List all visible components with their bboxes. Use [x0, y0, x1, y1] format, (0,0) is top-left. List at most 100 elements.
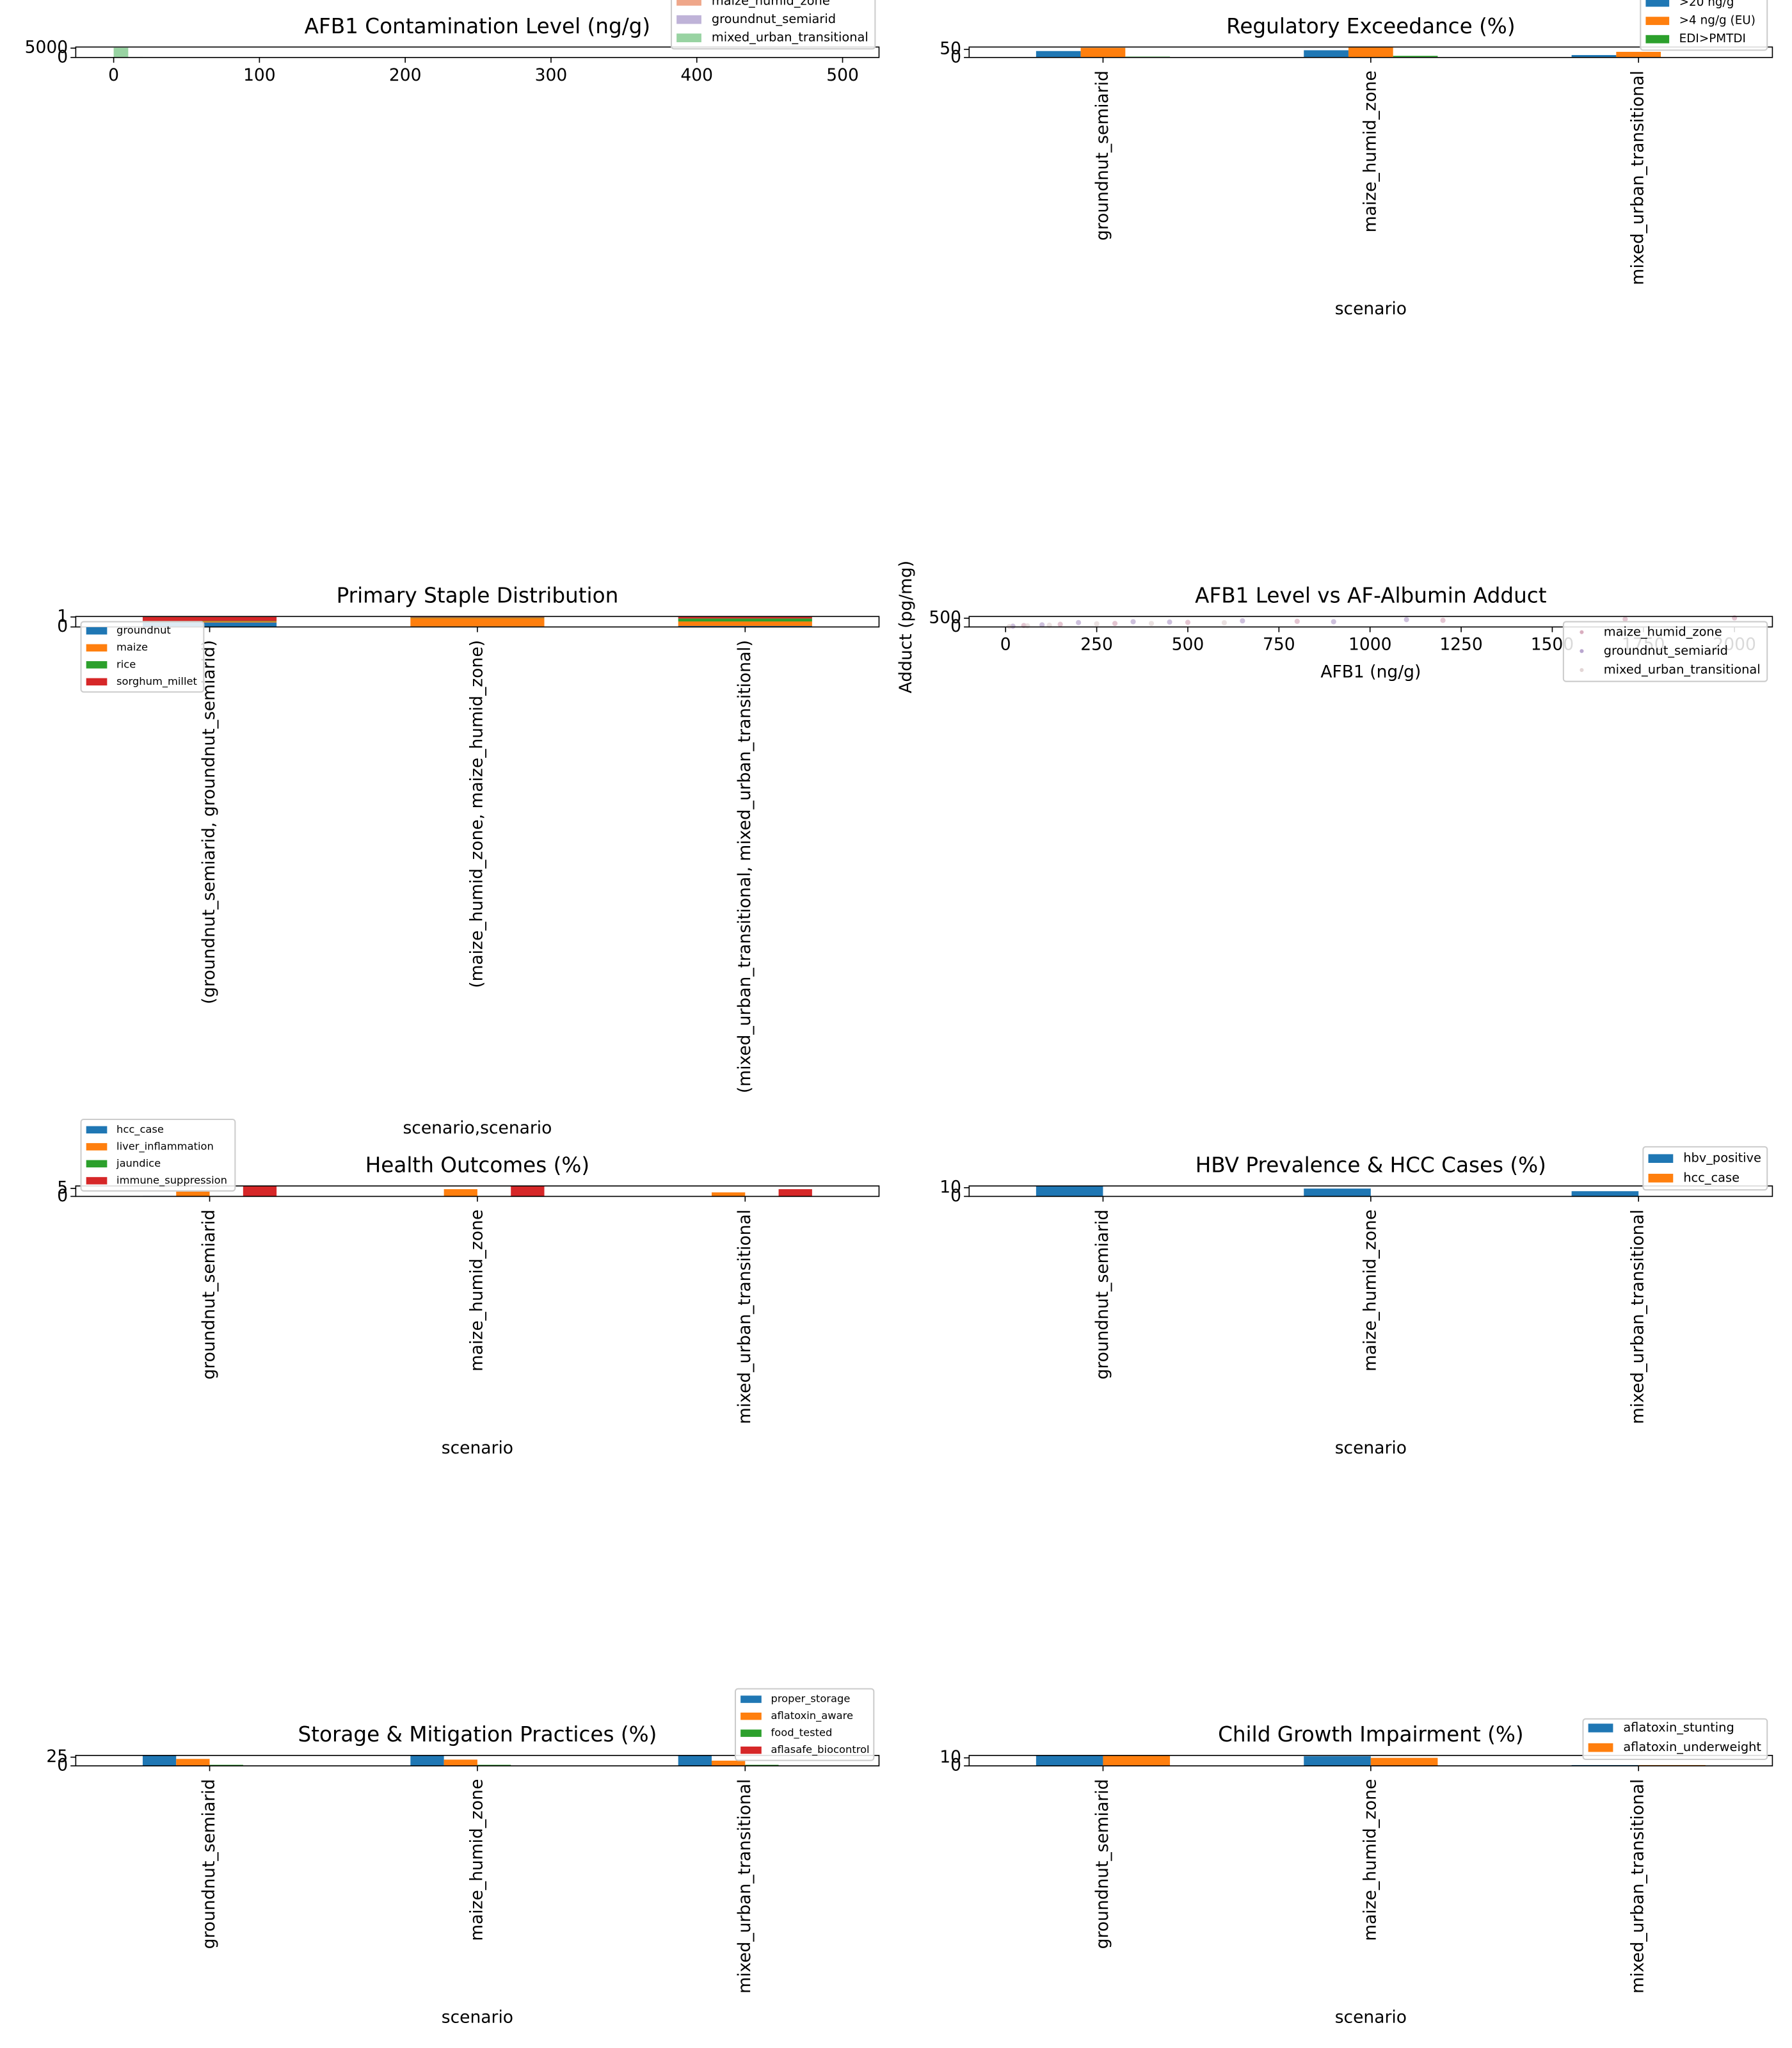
axes-frame [968, 46, 1773, 58]
legend-swatch [740, 1712, 762, 1720]
legend-swatch [1645, 0, 1670, 7]
x-tick-label: 300 [535, 65, 568, 85]
x-tick-label: (groundnut_semiarid, groundnut_semiarid) [199, 640, 219, 1004]
bar [1103, 1755, 1171, 1766]
y-tick-label: 1 [57, 607, 68, 627]
legend-label: maize_humid_zone [712, 0, 830, 8]
chart-title: Regulatory Exceedance (%) [1226, 14, 1515, 38]
legend-swatch [740, 1695, 762, 1703]
legend-box [734, 1688, 875, 1761]
legend-label: maize_humid_zone [1604, 624, 1722, 639]
axes-frame [968, 1755, 1773, 1766]
x-tick-label: 400 [680, 65, 713, 85]
y-tick-label: 500 [929, 607, 961, 627]
legend-label: >20 ng/g [1679, 0, 1734, 9]
bar [711, 1761, 746, 1766]
bar-segment [142, 621, 277, 623]
legend-label: aflasafe_biocontrol [771, 1743, 869, 1756]
x-tick-label: groundnut_semiarid [1092, 70, 1112, 241]
legend-label: groundnut_semiarid [712, 12, 836, 26]
bar [1304, 1188, 1371, 1197]
legend-box [670, 0, 876, 50]
legend-swatch [86, 678, 108, 686]
x-tick-label: (mixed_urban_transitional, mixed_urban_t… [735, 640, 755, 1093]
x-tick-label: mixed_urban_transitional [735, 1779, 755, 1994]
bar [1304, 1756, 1371, 1766]
legend-box [80, 1118, 236, 1192]
x-tick-label: groundnut_semiarid [199, 1779, 219, 1949]
x-axis-label: scenario [1335, 1438, 1407, 1458]
legend-marker [1580, 668, 1584, 672]
bar [410, 1755, 444, 1766]
y-tick-label: 25 [46, 1747, 68, 1766]
x-tick-label: groundnut_semiarid [199, 1210, 219, 1380]
y-tick-label: 0 [57, 1756, 68, 1775]
legend-label: proper_storage [771, 1693, 850, 1706]
legend-swatch [1588, 1743, 1613, 1752]
x-tick-label: 250 [1080, 635, 1113, 655]
legend-label: groundnut [116, 624, 171, 636]
x-tick-label: mixed_urban_transitional [1628, 1210, 1648, 1424]
x-tick-label: maize_humid_zone [1360, 70, 1380, 232]
scatter-point [1331, 619, 1336, 625]
legend-box [1562, 621, 1768, 682]
legend-swatch [1648, 1174, 1674, 1183]
bar [745, 1764, 779, 1766]
legend-box [1642, 1146, 1768, 1191]
scatter-point [1057, 621, 1063, 627]
y-tick-label: 10 [940, 1747, 961, 1767]
x-axis-label: scenario [1335, 2008, 1407, 2028]
legend-label: aflatoxin_underweight [1623, 1740, 1761, 1754]
legend-box [80, 621, 205, 693]
scatter-point [1294, 618, 1300, 624]
legend-swatch [1588, 1724, 1613, 1732]
bar [1304, 50, 1348, 58]
legend-marker [1580, 649, 1584, 653]
axes-frame [75, 1755, 880, 1766]
x-tick-label: 0 [108, 65, 119, 85]
scatter-point [1221, 620, 1227, 626]
x-tick-label: mixed_urban_transitional [1628, 70, 1648, 285]
legend-marker [1580, 630, 1584, 634]
histogram-bar [113, 47, 129, 58]
scatter-point [1076, 620, 1082, 625]
legend-label: maize [116, 641, 148, 653]
bar [1571, 1191, 1639, 1197]
scatter-point [1148, 621, 1155, 627]
bar [1393, 56, 1438, 58]
bar-segment [678, 621, 812, 627]
y-tick-label: 0 [950, 616, 961, 636]
scatter-point [1404, 617, 1409, 623]
legend-swatch [86, 627, 108, 635]
bar [511, 1186, 545, 1197]
legend-swatch [86, 661, 108, 669]
legend-swatch [740, 1729, 762, 1737]
bar [477, 1764, 511, 1766]
bar [142, 1755, 177, 1766]
legend-box [1640, 0, 1768, 51]
x-tick-label: maize_humid_zone [1360, 1210, 1380, 1372]
x-tick-label: maize_humid_zone [467, 1779, 486, 1941]
x-tick-label: groundnut_semiarid [1092, 1779, 1112, 1949]
x-tick-label: 750 [1263, 635, 1295, 655]
chart-title: Health Outcomes (%) [365, 1153, 589, 1177]
x-tick-label: (maize_humid_zone, maize_humid_zone) [467, 640, 486, 988]
x-tick-label: groundnut_semiarid [1092, 1210, 1112, 1380]
scatter-point [1167, 619, 1172, 625]
legend-label: jaundice [116, 1157, 161, 1169]
y-axis-label: Adduct (pg/mg) [896, 561, 916, 694]
legend-label: hcc_case [116, 1123, 164, 1136]
bar-segment [678, 617, 812, 619]
bar [176, 1759, 210, 1766]
bar [1616, 52, 1661, 58]
legend-swatch [86, 644, 108, 652]
bar [1080, 47, 1126, 58]
legend-box [1582, 1718, 1768, 1760]
bar [1036, 51, 1081, 58]
y-tick-label: 0 [950, 47, 961, 67]
bar [1036, 1755, 1103, 1766]
legend-swatch [1645, 17, 1670, 26]
bar [444, 1759, 477, 1766]
bar [1348, 47, 1393, 58]
